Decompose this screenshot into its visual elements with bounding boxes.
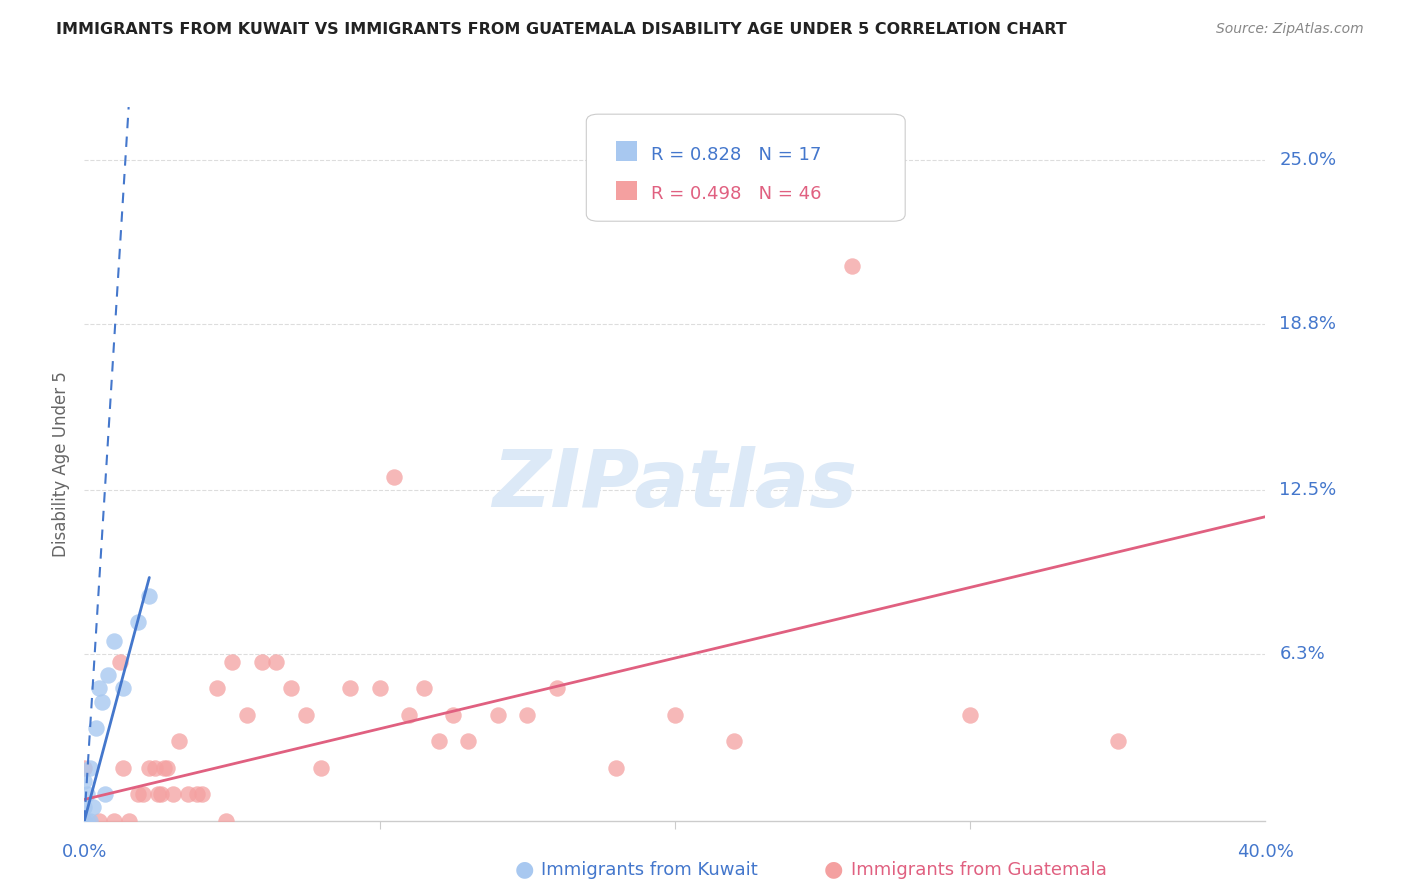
Point <box>215 814 238 828</box>
Point <box>156 761 179 775</box>
Point <box>87 681 111 696</box>
Point <box>309 761 332 775</box>
Point <box>127 615 149 630</box>
Point <box>103 814 125 828</box>
FancyBboxPatch shape <box>586 114 905 221</box>
Point <box>235 707 259 722</box>
Point <box>457 734 479 748</box>
Point <box>295 707 318 722</box>
Text: 40.0%: 40.0% <box>1237 843 1294 861</box>
Point <box>73 774 96 789</box>
Bar <box>616 141 637 161</box>
Point <box>186 787 208 801</box>
Text: 25.0%: 25.0% <box>1279 151 1337 169</box>
Text: 0.0%: 0.0% <box>62 843 107 861</box>
Text: IMMIGRANTS FROM KUWAIT VS IMMIGRANTS FROM GUATEMALA DISABILITY AGE UNDER 5 CORRE: IMMIGRANTS FROM KUWAIT VS IMMIGRANTS FRO… <box>56 22 1067 37</box>
Point <box>91 695 114 709</box>
Point <box>413 681 436 696</box>
Text: Immigrants from Guatemala: Immigrants from Guatemala <box>851 861 1107 879</box>
Text: R = 0.828   N = 17: R = 0.828 N = 17 <box>651 146 821 164</box>
Point <box>177 787 200 801</box>
Text: R = 0.498   N = 46: R = 0.498 N = 46 <box>651 186 821 203</box>
Point <box>79 761 101 775</box>
Text: ●: ● <box>515 860 534 880</box>
Point <box>280 681 302 696</box>
Text: ●: ● <box>824 860 844 880</box>
Point <box>959 707 981 722</box>
Point <box>150 787 173 801</box>
Point <box>1107 734 1129 748</box>
Y-axis label: Disability Age Under 5: Disability Age Under 5 <box>52 371 70 557</box>
Point <box>87 814 111 828</box>
Point <box>427 734 450 748</box>
Point <box>118 814 141 828</box>
Point <box>153 761 176 775</box>
Point <box>664 707 686 722</box>
Text: 12.5%: 12.5% <box>1279 482 1337 500</box>
Point <box>94 787 117 801</box>
Point <box>73 800 96 814</box>
Point <box>382 470 406 484</box>
Text: Immigrants from Kuwait: Immigrants from Kuwait <box>541 861 758 879</box>
Point <box>127 787 149 801</box>
Text: 6.3%: 6.3% <box>1279 645 1326 663</box>
Text: 18.8%: 18.8% <box>1279 315 1337 333</box>
Point <box>76 787 98 801</box>
Point <box>162 787 184 801</box>
Point <box>250 655 273 669</box>
Point <box>82 800 104 814</box>
Point <box>108 655 131 669</box>
Point <box>191 787 214 801</box>
Point <box>148 787 170 801</box>
Point <box>73 814 96 828</box>
Point <box>103 634 125 648</box>
Point <box>111 761 134 775</box>
Point <box>73 761 96 775</box>
Point <box>143 761 166 775</box>
Point <box>138 761 160 775</box>
Point <box>486 707 509 722</box>
Point <box>73 814 96 828</box>
Point <box>841 259 863 273</box>
Point <box>221 655 243 669</box>
Text: Source: ZipAtlas.com: Source: ZipAtlas.com <box>1216 22 1364 37</box>
Point <box>167 734 190 748</box>
Point <box>132 787 155 801</box>
Bar <box>616 180 637 200</box>
Text: ZIPatlas: ZIPatlas <box>492 446 858 524</box>
Point <box>205 681 228 696</box>
Point <box>76 814 98 828</box>
Point <box>398 707 420 722</box>
Point <box>605 761 627 775</box>
Point <box>111 681 134 696</box>
Point <box>516 707 538 722</box>
Point <box>546 681 568 696</box>
Point <box>79 814 101 828</box>
Point <box>97 668 120 682</box>
Point <box>138 589 160 603</box>
Point <box>84 721 107 735</box>
Point <box>339 681 361 696</box>
Point <box>264 655 288 669</box>
Point <box>368 681 391 696</box>
Point <box>441 707 464 722</box>
Point <box>723 734 745 748</box>
